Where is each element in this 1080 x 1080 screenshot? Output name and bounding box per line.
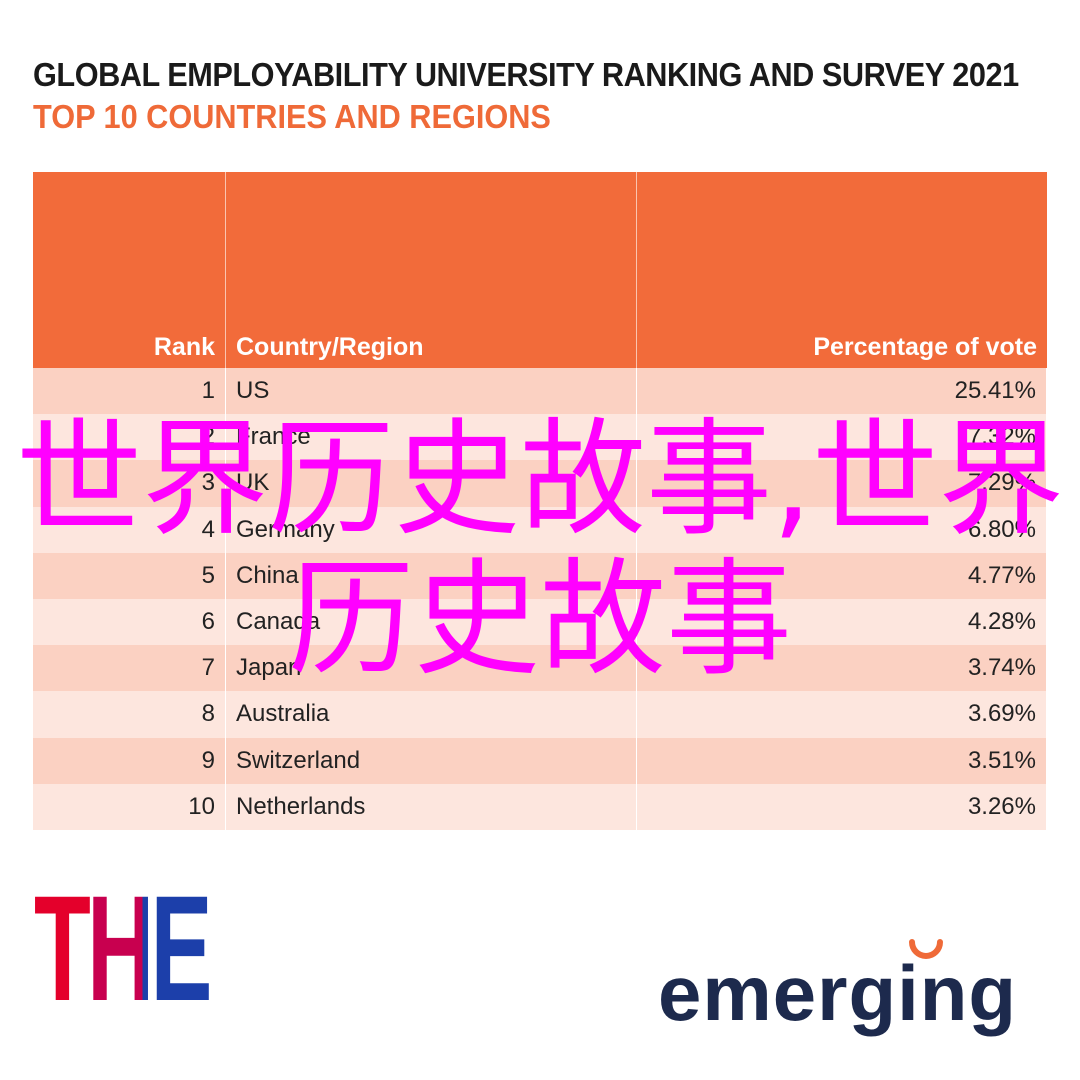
table-cell: 10	[33, 783, 226, 830]
table-cell: China	[226, 552, 637, 599]
table-cell: Japan	[226, 645, 637, 692]
table: Rank Country/Region Percentage of vote 1…	[33, 172, 1047, 830]
table-row: 1 US 25.41%	[33, 368, 1047, 415]
logo-emerging: emerging	[658, 949, 1018, 1037]
table-cell: 1	[33, 368, 226, 415]
table-cell: 25.41%	[637, 368, 1047, 415]
table-row: 3 UK 7.29%	[33, 460, 1047, 507]
table-row: 10 Netherlands 3.26%	[33, 783, 1047, 830]
table-cell: Australia	[226, 691, 637, 738]
watermark: 世界历史故事,世界历史故事	[15, 406, 1065, 693]
table-row: 9 Switzerland 3.51%	[33, 737, 1047, 784]
table-cell: 7.32%	[637, 414, 1047, 461]
table-cell: Netherlands	[226, 783, 637, 830]
table-row: 6 Canada 4.28%	[33, 598, 1047, 646]
logo-the: THE	[34, 862, 213, 1035]
table-cell: 6.80%	[637, 506, 1047, 553]
table-cell: UK	[226, 460, 637, 507]
table-row: 7 Japan 3.74%	[33, 645, 1047, 692]
table-cell: 3.26%	[637, 783, 1047, 830]
table-cell: Switzerland	[226, 737, 637, 784]
table-cell: US	[226, 368, 637, 415]
title: GLOBAL EMPLOYABILITY UNIVERSITY RANKING …	[33, 56, 1019, 93]
table-cell: 4	[33, 506, 226, 553]
table-cell: 7	[33, 645, 226, 692]
table-cell: Germany	[226, 506, 637, 553]
table-cell: 3.74%	[637, 645, 1047, 692]
table-cell: France	[226, 414, 637, 461]
table-header: Rank Country/Region Percentage of vote	[33, 172, 1047, 368]
table-cell: 7.29%	[637, 460, 1047, 507]
table-cell: 3.51%	[637, 737, 1047, 784]
table-cell: 2	[33, 414, 226, 461]
table-cell: 8	[33, 691, 226, 738]
table-cell: 9	[33, 737, 226, 784]
table-row: 2 France 7.32%	[33, 414, 1047, 461]
header-cell: Percentage of vote	[813, 333, 1037, 361]
subtitle: TOP 10 COUNTRIES AND REGIONS	[33, 98, 551, 135]
table-row: 5 China 4.77%	[33, 552, 1047, 599]
table-cell: 3.69%	[637, 691, 1047, 738]
table-cell: 4.77%	[637, 552, 1047, 599]
table-row: 8 Australia 3.69%	[33, 691, 1047, 738]
table-row: 4 Germany 6.80%	[33, 506, 1047, 553]
logo-smile	[909, 939, 943, 959]
table-cell: 5	[33, 552, 226, 599]
table-cell: 6	[33, 598, 226, 646]
table-cell: 4.28%	[637, 598, 1047, 646]
table-cell: Canada	[226, 598, 637, 646]
header-cell: Country/Region	[226, 172, 637, 368]
table-cell: 3	[33, 460, 226, 507]
header-cell: Rank	[33, 172, 226, 368]
